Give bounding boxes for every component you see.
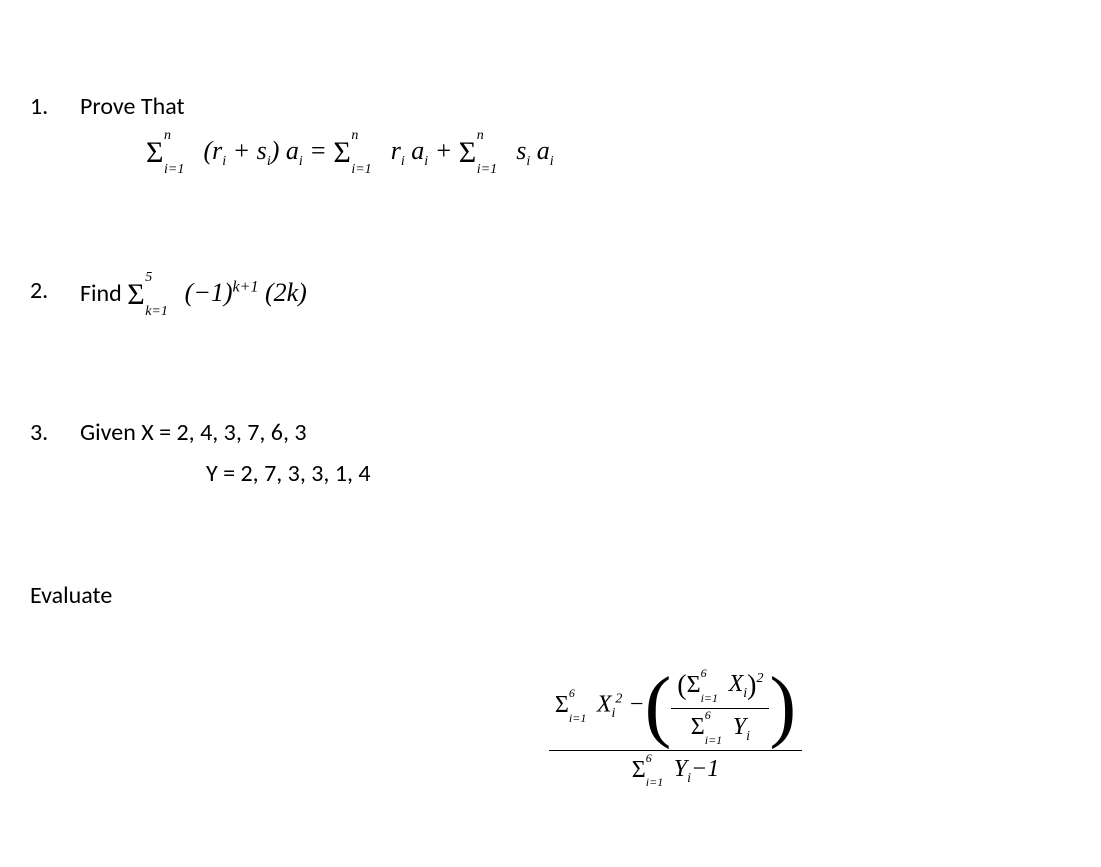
sigma-icon: Σ6i=1	[691, 711, 705, 745]
numerator: Σ6i=1Xi2 −((Σ6i=1Xi)2Σ6i=1Yi)	[549, 662, 802, 751]
problem-2: 2. Find Σ5k=1(−1)k+1 (2k)	[30, 274, 1071, 316]
problem-2-formula: Σ5k=1(−1)k+1 (2k)	[127, 278, 307, 307]
paren-group: ((Σ6i=1Xi)2Σ6i=1Yi)	[645, 664, 796, 748]
evaluate-label: Evaluate	[30, 579, 1071, 613]
problem-3: 3. Given X = 2, 4, 3, 7, 6, 3 Y = 2, 7, …	[30, 416, 1071, 499]
sigma-icon: Σ5k=1	[127, 274, 144, 316]
sigma-icon: Σni=1	[146, 132, 163, 174]
sigma-icon: Σ6i=1	[687, 669, 701, 703]
problem-1-number: 1.	[30, 90, 80, 124]
problem-1-label: Prove That	[80, 90, 1071, 124]
denominator: Σ6i=1Yi−1	[549, 751, 802, 790]
problem-3-given-y: Y = 2, 7, 3, 3, 1, 4	[206, 457, 1071, 491]
problem-2-number: 2.	[30, 274, 80, 308]
sigma-icon: Σni=1	[333, 132, 350, 174]
sigma-icon: Σ6i=1	[632, 754, 646, 788]
problem-3-formula: Σ6i=1Xi2 −((Σ6i=1Xi)2Σ6i=1Yi) Σ6i=1Yi−1	[280, 662, 1071, 790]
problem-2-content: Find Σ5k=1(−1)k+1 (2k)	[80, 274, 1071, 316]
problem-1: 1. Prove That Σni=1(ri + si) ai = Σni=1r…	[30, 90, 1071, 174]
inner-fraction: (Σ6i=1Xi)2Σ6i=1Yi	[671, 664, 769, 748]
problem-3-content: Given X = 2, 4, 3, 7, 6, 3 Y = 2, 7, 3, …	[80, 416, 1071, 499]
sigma-icon: Σ6i=1	[555, 689, 569, 723]
problem-2-label: Find	[80, 279, 122, 308]
main-fraction: Σ6i=1Xi2 −((Σ6i=1Xi)2Σ6i=1Yi) Σ6i=1Yi−1	[549, 662, 802, 790]
problem-1-content: Prove That Σni=1(ri + si) ai = Σni=1ri a…	[80, 90, 1071, 174]
problem-3-given-x: Given X = 2, 4, 3, 7, 6, 3	[80, 416, 1071, 450]
sigma-icon: Σni=1	[459, 132, 476, 174]
problem-1-formula: Σni=1(ri + si) ai = Σni=1ri ai + Σni=1si…	[146, 132, 1071, 174]
problem-3-number: 3.	[30, 416, 80, 450]
